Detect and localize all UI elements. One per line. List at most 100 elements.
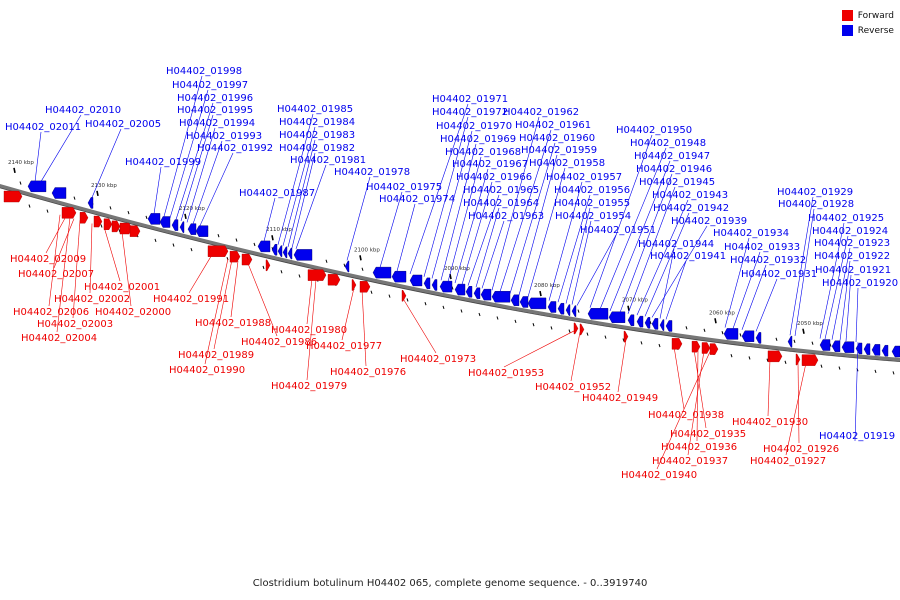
forward-gene[interactable] bbox=[307, 269, 327, 281]
reverse-gene[interactable] bbox=[282, 246, 288, 259]
forward-gene[interactable] bbox=[573, 322, 579, 335]
reverse-gene[interactable] bbox=[547, 301, 557, 313]
reverse-gene-label[interactable]: H04402_01983 bbox=[279, 130, 355, 141]
reverse-gene[interactable] bbox=[391, 270, 407, 283]
reverse-gene[interactable] bbox=[344, 260, 350, 273]
reverse-gene-label[interactable]: H04402_01957 bbox=[546, 172, 622, 183]
reverse-gene[interactable] bbox=[510, 294, 520, 306]
forward-gene[interactable] bbox=[623, 330, 629, 343]
reverse-gene-label[interactable]: H04402_02011 bbox=[5, 122, 81, 133]
reverse-gene-label[interactable]: H04402_01987 bbox=[239, 188, 315, 199]
forward-gene[interactable] bbox=[359, 281, 371, 293]
forward-gene-label[interactable]: H04402_02006 bbox=[13, 307, 89, 318]
reverse-gene[interactable] bbox=[159, 216, 171, 228]
reverse-gene[interactable] bbox=[831, 340, 841, 352]
reverse-gene[interactable] bbox=[277, 245, 283, 257]
reverse-gene[interactable] bbox=[480, 288, 492, 301]
forward-gene-label[interactable]: H04402_02009 bbox=[10, 254, 86, 265]
forward-gene[interactable] bbox=[579, 323, 585, 336]
forward-gene-label[interactable]: H04402_02007 bbox=[18, 269, 94, 280]
reverse-gene[interactable] bbox=[473, 287, 481, 299]
reverse-gene-label[interactable]: H04402_01943 bbox=[652, 190, 728, 201]
forward-gene-label[interactable]: H04402_02002 bbox=[54, 294, 130, 305]
reverse-gene-label[interactable]: H04402_01939 bbox=[671, 216, 747, 227]
reverse-gene-label[interactable]: H04402_01960 bbox=[519, 133, 595, 144]
forward-gene-label[interactable]: H04402_01991 bbox=[153, 294, 229, 305]
reverse-gene-label[interactable]: H04402_01920 bbox=[822, 278, 898, 289]
reverse-gene[interactable] bbox=[27, 180, 47, 193]
reverse-gene[interactable] bbox=[871, 344, 881, 356]
reverse-gene-label[interactable]: H04402_01942 bbox=[653, 203, 729, 214]
forward-gene[interactable] bbox=[701, 342, 711, 354]
forward-gene[interactable] bbox=[103, 218, 113, 230]
forward-gene[interactable] bbox=[79, 212, 89, 224]
reverse-gene-label[interactable]: H04402_02005 bbox=[85, 119, 161, 130]
reverse-gene[interactable] bbox=[565, 304, 571, 316]
forward-gene[interactable] bbox=[111, 220, 121, 233]
forward-gene-label[interactable]: H04402_01937 bbox=[652, 456, 728, 467]
reverse-gene[interactable] bbox=[293, 249, 313, 261]
reverse-gene[interactable] bbox=[557, 303, 565, 315]
reverse-gene[interactable] bbox=[863, 343, 871, 355]
reverse-gene-label[interactable]: H04402_02010 bbox=[45, 105, 121, 116]
reverse-gene-label[interactable]: H04402_01950 bbox=[616, 125, 692, 136]
reverse-gene-label[interactable]: H04402_01971 bbox=[432, 94, 508, 105]
forward-gene-label[interactable]: H04402_02003 bbox=[37, 319, 113, 330]
reverse-gene-label[interactable]: H04402_01932 bbox=[730, 255, 806, 266]
reverse-gene-label[interactable]: H04402_01962 bbox=[503, 107, 579, 118]
reverse-gene-label[interactable]: H04402_01925 bbox=[808, 213, 884, 224]
reverse-gene-label[interactable]: H04402_01929 bbox=[777, 187, 853, 198]
reverse-gene-label[interactable]: H04402_01946 bbox=[636, 164, 712, 175]
reverse-gene-label[interactable]: H04402_01951 bbox=[580, 225, 656, 236]
reverse-gene-label[interactable]: H04402_01959 bbox=[521, 145, 597, 156]
reverse-gene[interactable] bbox=[257, 240, 271, 253]
reverse-gene[interactable] bbox=[819, 339, 831, 351]
reverse-gene[interactable] bbox=[527, 297, 547, 310]
reverse-gene[interactable] bbox=[187, 223, 197, 235]
reverse-gene-label[interactable]: H04402_01963 bbox=[468, 211, 544, 222]
forward-gene[interactable] bbox=[229, 250, 241, 263]
reverse-gene[interactable] bbox=[891, 345, 900, 358]
forward-gene-label[interactable]: H04402_02004 bbox=[21, 333, 97, 344]
reverse-gene-label[interactable]: H04402_01970 bbox=[436, 121, 512, 132]
reverse-gene[interactable] bbox=[409, 274, 423, 287]
reverse-gene-label[interactable]: H04402_01984 bbox=[279, 117, 355, 128]
reverse-gene-label[interactable]: H04402_01961 bbox=[515, 120, 591, 131]
reverse-gene[interactable] bbox=[179, 221, 185, 233]
reverse-gene-label[interactable]: H04402_01975 bbox=[366, 182, 442, 193]
reverse-gene-label[interactable]: H04402_01969 bbox=[440, 134, 516, 145]
forward-gene[interactable] bbox=[207, 245, 229, 257]
reverse-gene-label[interactable]: H04402_01966 bbox=[456, 172, 532, 183]
reverse-gene-label[interactable]: H04402_01985 bbox=[277, 104, 353, 115]
reverse-gene-label[interactable]: H04402_01947 bbox=[634, 151, 710, 162]
reverse-gene-label[interactable]: H04402_01996 bbox=[177, 93, 253, 104]
reverse-gene-label[interactable]: H04402_01999 bbox=[125, 157, 201, 168]
reverse-gene[interactable] bbox=[491, 291, 511, 303]
forward-gene[interactable] bbox=[3, 190, 23, 203]
forward-gene[interactable] bbox=[241, 253, 253, 266]
reverse-gene-label[interactable]: H04402_01958 bbox=[529, 158, 605, 169]
reverse-gene[interactable] bbox=[651, 318, 659, 330]
reverse-gene[interactable] bbox=[454, 283, 466, 296]
forward-gene[interactable] bbox=[801, 354, 819, 366]
reverse-gene[interactable] bbox=[608, 311, 626, 323]
reverse-gene-label[interactable]: H04402_01978 bbox=[334, 167, 410, 178]
forward-gene[interactable] bbox=[129, 225, 141, 237]
forward-gene-label[interactable]: H04402_01977 bbox=[306, 341, 382, 352]
forward-gene-label[interactable]: H04402_01989 bbox=[178, 350, 254, 361]
forward-gene-label[interactable]: H04402_01986 bbox=[241, 337, 317, 348]
reverse-gene-label[interactable]: H04402_01921 bbox=[815, 265, 891, 276]
reverse-gene-label[interactable]: H04402_01928 bbox=[778, 199, 854, 210]
reverse-gene-label[interactable]: H04402_01955 bbox=[554, 198, 630, 209]
forward-gene[interactable] bbox=[671, 338, 683, 350]
reverse-gene[interactable] bbox=[855, 342, 863, 355]
reverse-gene[interactable] bbox=[431, 279, 438, 291]
reverse-gene-label[interactable]: H04402_01956 bbox=[554, 185, 630, 196]
forward-gene-label[interactable]: H04402_01936 bbox=[661, 442, 737, 453]
reverse-gene[interactable] bbox=[659, 319, 665, 331]
reverse-gene[interactable] bbox=[519, 296, 529, 308]
reverse-gene[interactable] bbox=[287, 247, 293, 260]
forward-gene[interactable] bbox=[265, 259, 271, 272]
forward-gene-label[interactable]: H04402_01940 bbox=[621, 470, 697, 481]
